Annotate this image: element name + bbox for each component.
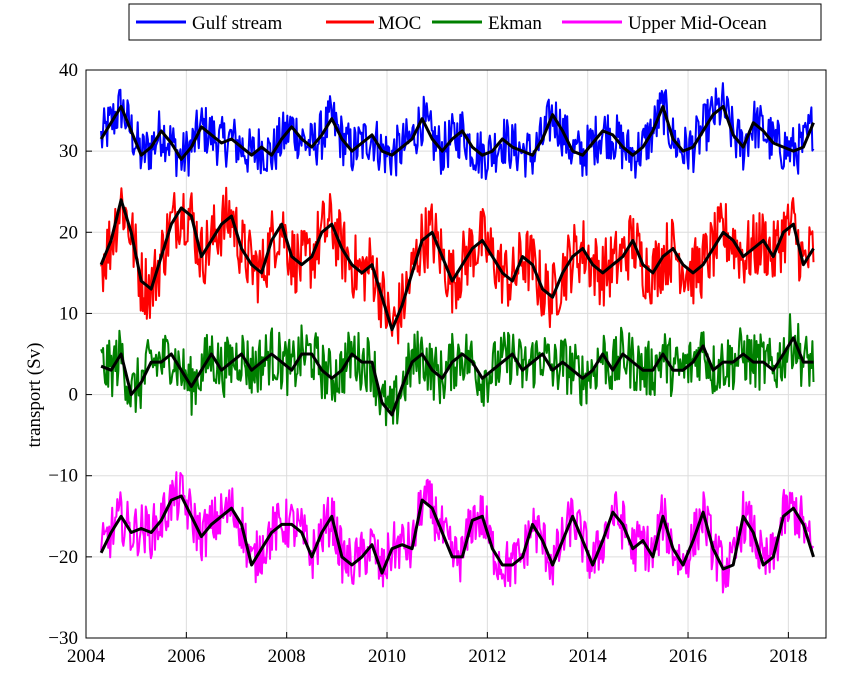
x-tick-label: 2016 xyxy=(669,646,707,667)
legend-label: Gulf stream xyxy=(192,13,282,34)
x-tick-label: 2008 xyxy=(268,646,306,667)
x-tick-label: 2014 xyxy=(569,646,608,667)
y-tick-label: 30 xyxy=(59,141,78,162)
x-tick-label: 2010 xyxy=(368,646,406,667)
legend-label: Ekman xyxy=(488,13,542,34)
y-tick-label: 0 xyxy=(69,385,79,406)
x-tick-label: 2006 xyxy=(167,646,205,667)
legend-label: MOC xyxy=(378,13,421,34)
legend-label: Upper Mid-Ocean xyxy=(628,13,767,34)
legend: Gulf stream MOC Ekman Upper Mid-Ocean xyxy=(128,3,822,41)
series-line-smoothed xyxy=(99,494,815,575)
x-tick-label: 2018 xyxy=(769,646,807,667)
series-line-smoothed xyxy=(99,198,815,332)
series-line-raw xyxy=(100,186,815,345)
y-tick-label: 40 xyxy=(59,60,78,81)
plot-frame xyxy=(85,69,827,639)
x-axis: 2004 2006 2008 2010 2012 2014 2016 2018 xyxy=(67,632,807,667)
y-tick-label: 10 xyxy=(59,303,78,324)
series-line-raw xyxy=(100,82,815,181)
y-axis-label: transport (Sv) xyxy=(24,342,45,447)
series-line-raw xyxy=(100,471,815,594)
y-tick-label: 20 xyxy=(59,222,78,243)
plot-area xyxy=(99,82,815,594)
y-tick-label: −30 xyxy=(48,628,78,649)
y-tick-label: −10 xyxy=(48,466,78,487)
x-tick-label: 2004 xyxy=(67,646,106,667)
y-axis: −30 −20 −10 0 10 20 30 40 xyxy=(48,60,92,649)
y-tick-label: −20 xyxy=(48,547,78,568)
series-line-smoothed xyxy=(100,336,814,417)
series-line-smoothed xyxy=(99,105,815,161)
series-line-raw xyxy=(100,313,815,427)
x-tick-label: 2012 xyxy=(468,646,506,667)
